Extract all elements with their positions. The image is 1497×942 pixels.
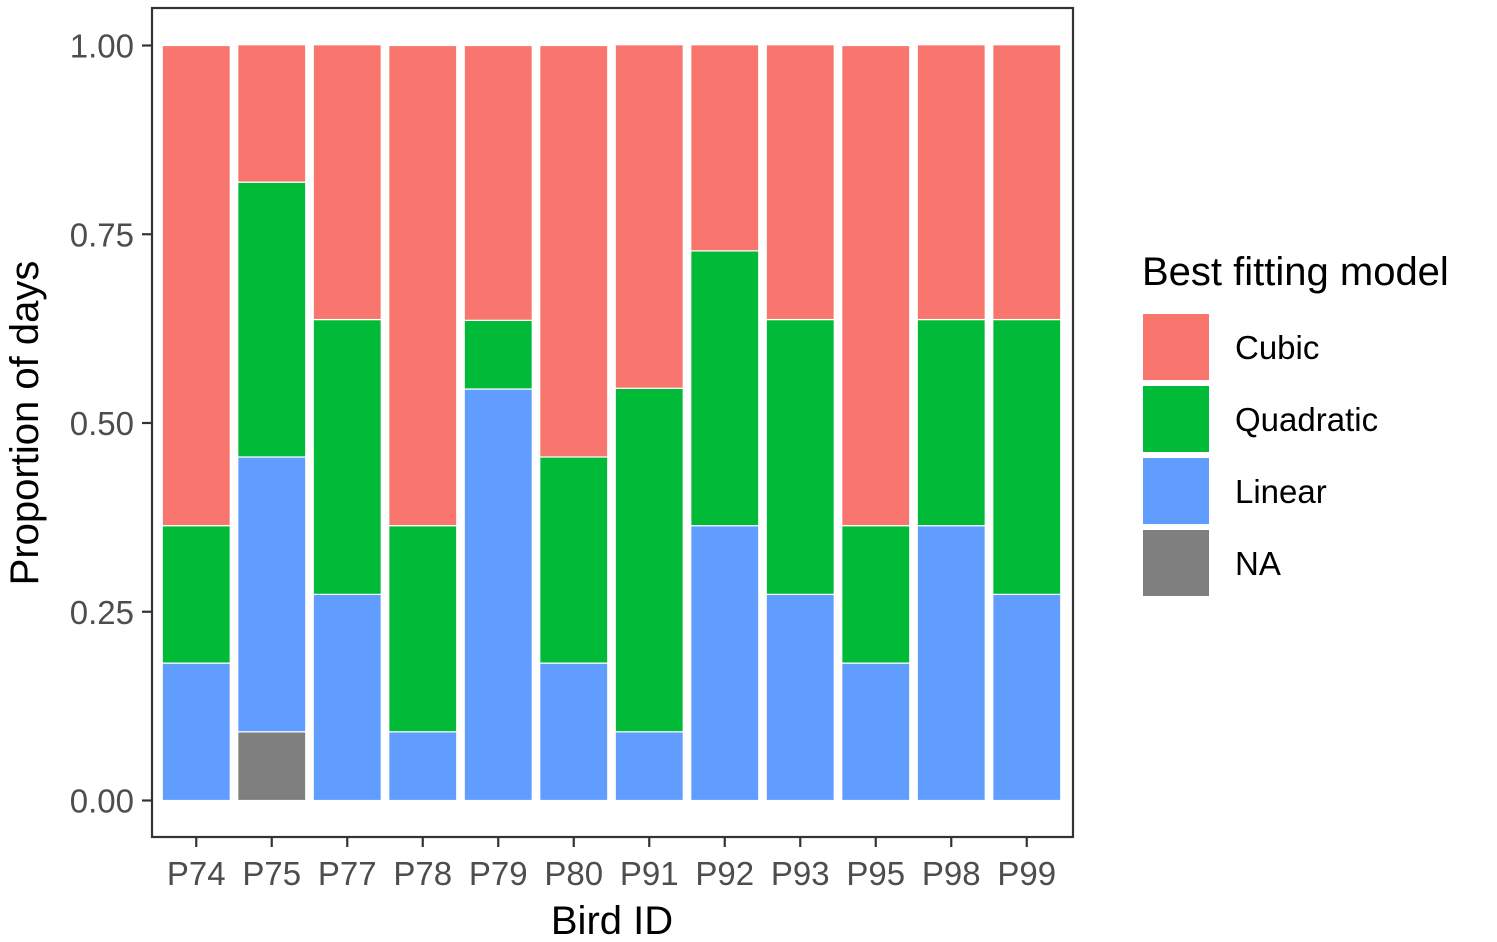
bar-P79-cubic (463, 44, 533, 321)
bar-P98-cubic (916, 44, 986, 321)
bar-P99-cubic (992, 44, 1062, 321)
legend-key-cubic (1143, 314, 1209, 380)
x-tick-label: P95 (846, 855, 905, 892)
legend-label-na: NA (1235, 545, 1281, 582)
bar-P99-linear (992, 593, 1062, 802)
bar-P75-quadratic (237, 181, 307, 458)
y-axis-title: Proportion of days (3, 261, 47, 586)
legend-label-linear: Linear (1235, 473, 1327, 510)
x-tick-label: P75 (242, 855, 301, 892)
bar-P78-cubic (388, 44, 458, 527)
bar-P92-cubic (690, 44, 760, 252)
bar-P91-cubic (614, 44, 684, 389)
y-tick-label: 0.50 (70, 405, 134, 442)
bar-P75-linear (237, 456, 307, 733)
bar-P77-linear (312, 593, 382, 802)
x-tick-label: P74 (167, 855, 226, 892)
legend-key-quadratic (1143, 386, 1209, 452)
bar-P80-cubic (539, 44, 609, 458)
x-tick-label: P80 (544, 855, 603, 892)
legend-key-linear (1143, 458, 1209, 524)
plot-bars (161, 44, 1062, 802)
legend-items: Cubic Quadratic Linear NA (1143, 314, 1378, 596)
legend-title: Best fitting model (1142, 250, 1449, 294)
legend-label-cubic: Cubic (1235, 329, 1319, 366)
bar-P77-cubic (312, 44, 382, 321)
x-tick-label: P93 (771, 855, 830, 892)
y-tick-label: 0.25 (70, 594, 134, 631)
bar-P98-linear (916, 525, 986, 802)
x-tick-label: P79 (469, 855, 528, 892)
bar-P98-quadratic (916, 318, 986, 527)
x-axis: P74 P75 P77 P78 P79 P80 P91 P92 P93 P95 P98 P99 (167, 837, 1056, 892)
y-tick-label: 1.00 (70, 28, 134, 65)
x-tick-label: P78 (393, 855, 452, 892)
bar-P78-quadratic (388, 525, 458, 733)
bar-P92-linear (690, 525, 760, 802)
x-tick-label: P92 (695, 855, 754, 892)
y-tick-label: 0.75 (70, 216, 134, 253)
x-tick-label: P77 (318, 855, 377, 892)
bar-P78-linear (388, 731, 458, 802)
bar-P74-cubic (161, 44, 231, 527)
bar-P74-linear (161, 662, 231, 802)
bar-P74-quadratic (161, 525, 231, 664)
bar-P93-cubic (765, 44, 835, 321)
y-axis: 0.00 0.25 0.50 0.75 1.00 (70, 28, 152, 820)
bar-P95-linear (841, 662, 911, 802)
bar-P99-quadratic (992, 318, 1062, 595)
legend: Best fitting model Cubic Quadratic Linear N… (1142, 250, 1449, 596)
bar-P79-quadratic (463, 319, 533, 390)
bar-P92-quadratic (690, 250, 760, 527)
bar-P77-quadratic (312, 318, 382, 595)
bar-P95-quadratic (841, 525, 911, 664)
bar-P75-cubic (237, 44, 307, 183)
bar-P93-quadratic (765, 318, 835, 595)
x-tick-label: P99 (997, 855, 1056, 892)
bar-P75-na (237, 731, 307, 802)
y-tick-label: 0.00 (70, 783, 134, 820)
x-tick-label: P91 (620, 855, 679, 892)
legend-label-quadratic: Quadratic (1235, 401, 1378, 438)
bar-P80-quadratic (539, 456, 609, 664)
bar-P79-linear (463, 388, 533, 802)
bar-P95-cubic (841, 44, 911, 527)
x-tick-label: P98 (922, 855, 981, 892)
legend-key-na (1143, 530, 1209, 596)
bar-P91-quadratic (614, 387, 684, 733)
bar-P93-linear (765, 593, 835, 802)
x-axis-title: Bird ID (551, 899, 673, 942)
bar-P91-linear (614, 731, 684, 802)
bar-P80-linear (539, 662, 609, 802)
